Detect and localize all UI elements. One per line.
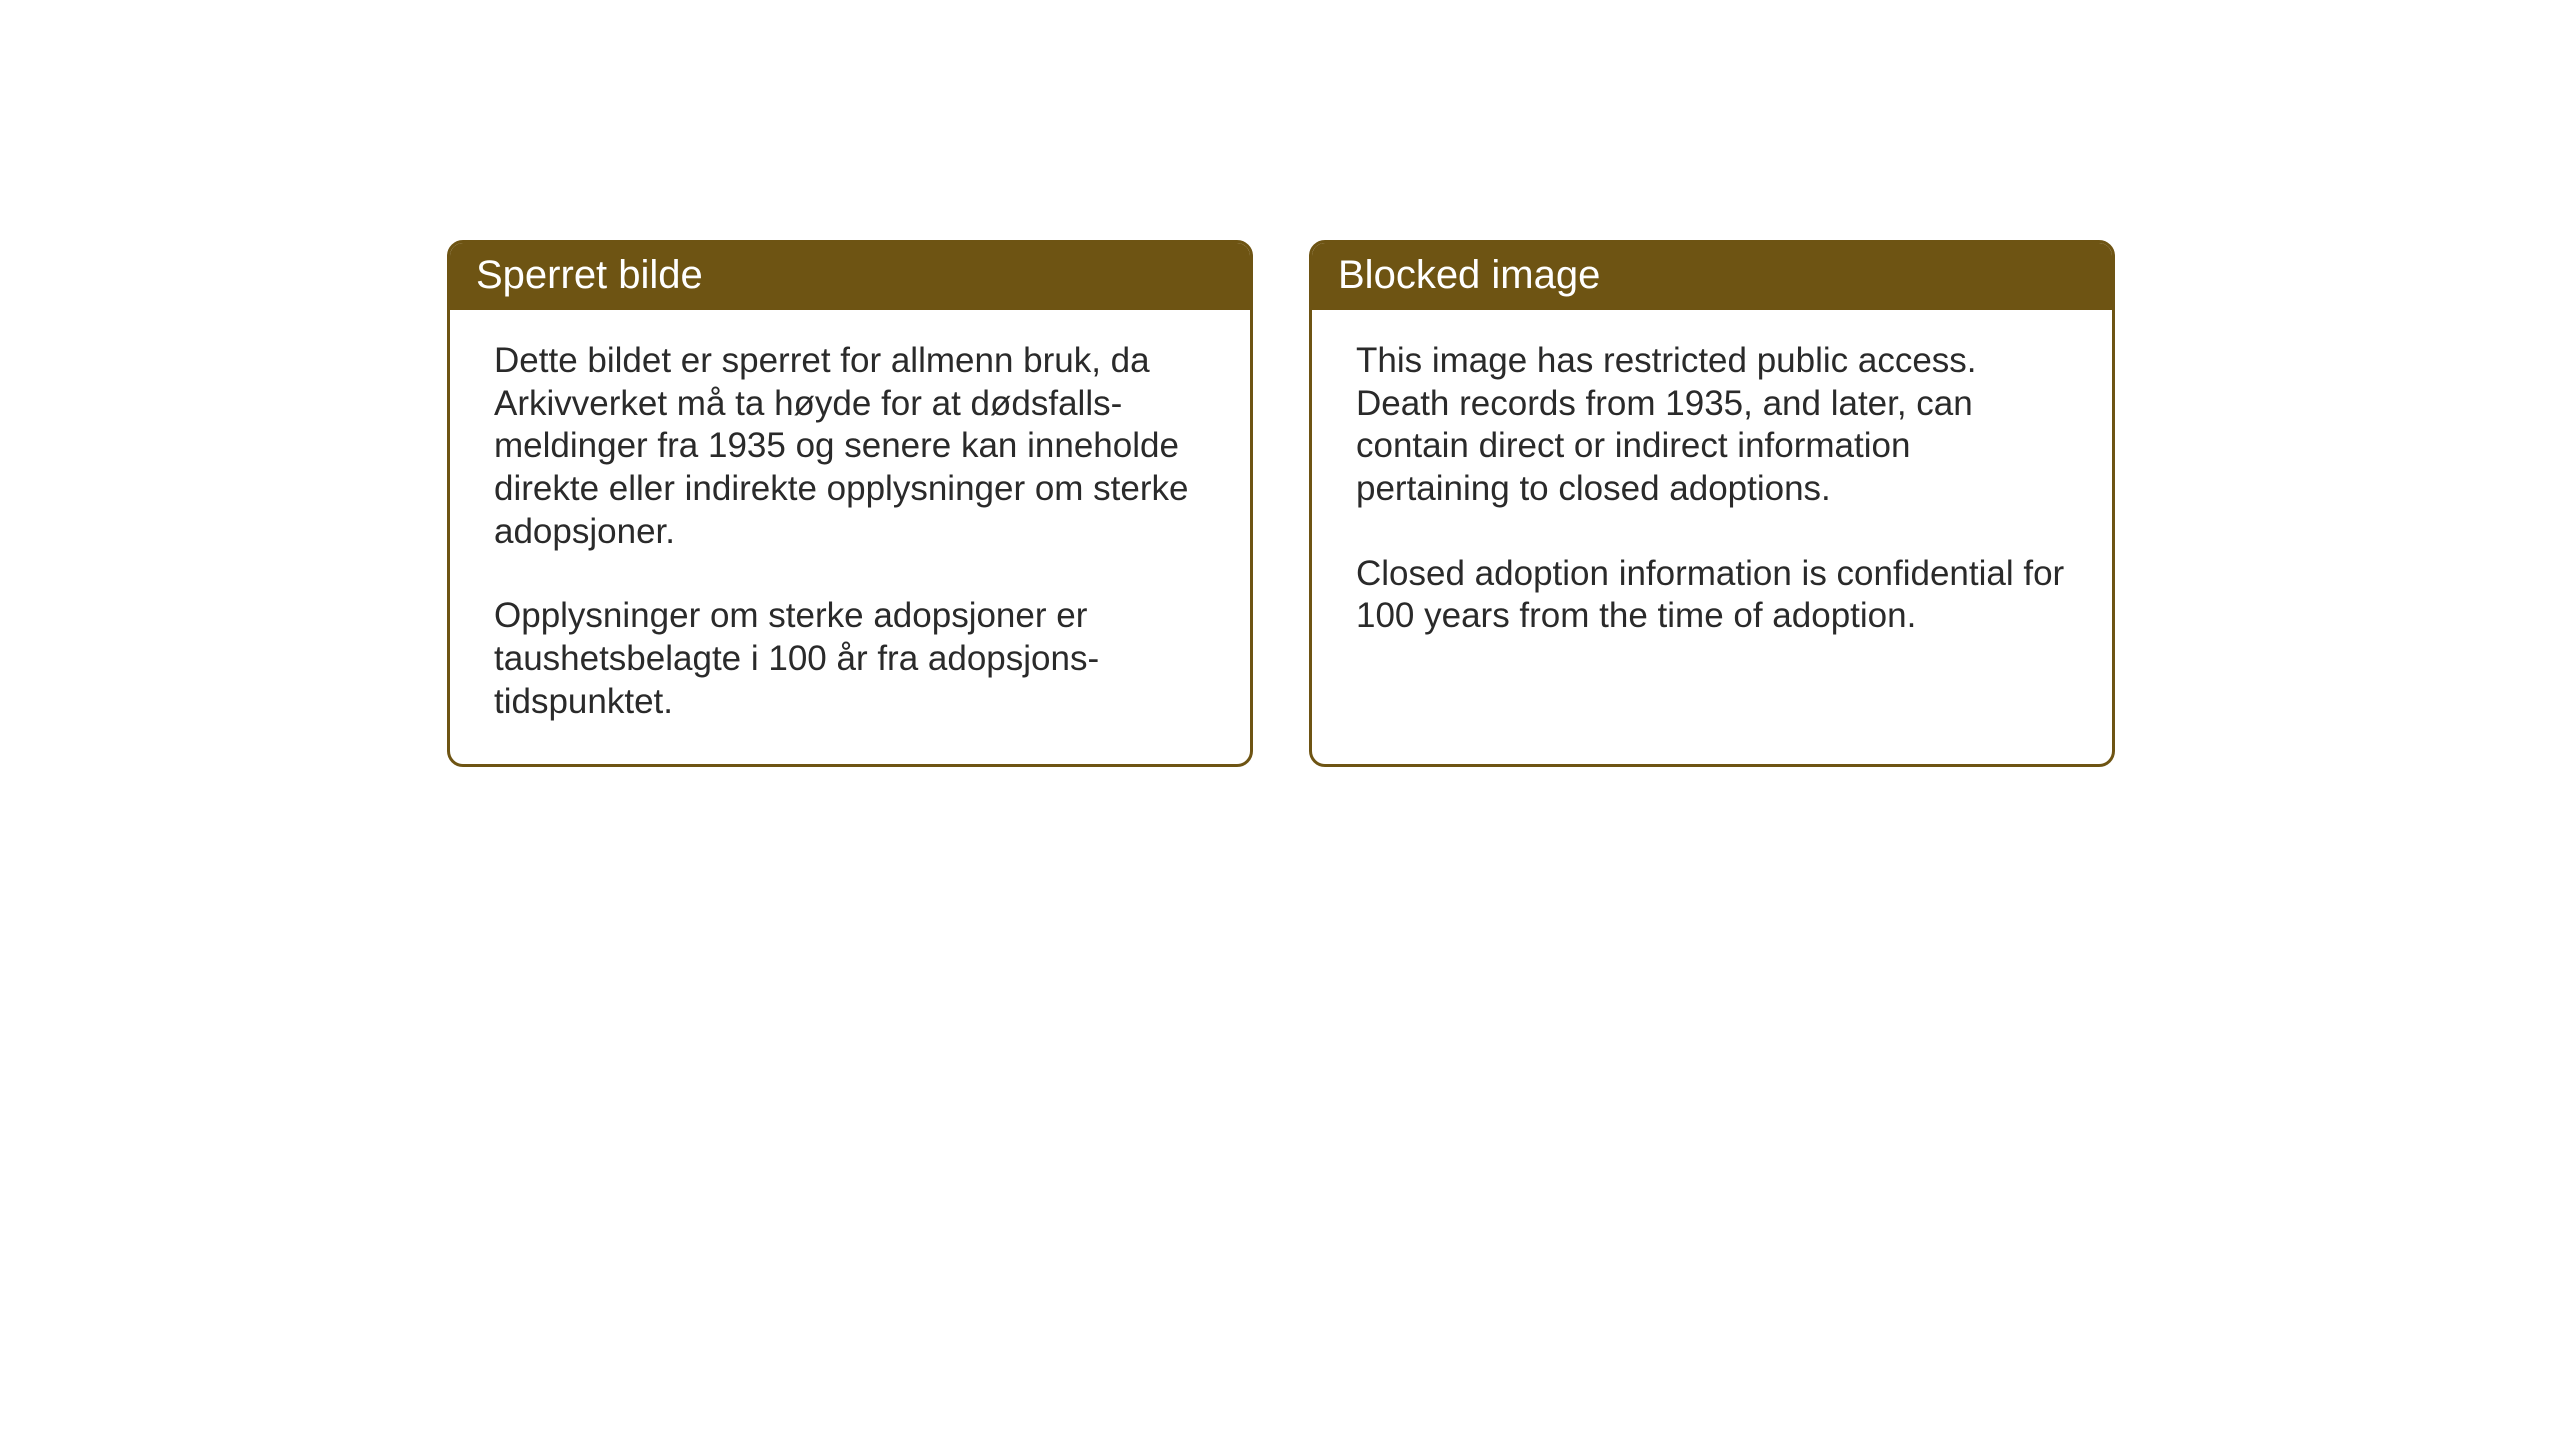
- notice-card-norwegian: Sperret bilde Dette bildet er sperret fo…: [447, 240, 1253, 767]
- card-body: This image has restricted public access.…: [1312, 310, 2112, 755]
- notice-cards-container: Sperret bilde Dette bildet er sperret fo…: [447, 240, 2115, 767]
- card-body: Dette bildet er sperret for allmenn bruk…: [450, 310, 1250, 764]
- card-header: Blocked image: [1312, 243, 2112, 310]
- notice-card-english: Blocked image This image has restricted …: [1309, 240, 2115, 767]
- card-paragraph: Closed adoption information is confident…: [1356, 553, 2068, 638]
- card-paragraph: This image has restricted public access.…: [1356, 340, 2068, 511]
- card-header: Sperret bilde: [450, 243, 1250, 310]
- card-paragraph: Dette bildet er sperret for allmenn bruk…: [494, 340, 1206, 553]
- card-paragraph: Opplysninger om sterke adopsjoner er tau…: [494, 595, 1206, 723]
